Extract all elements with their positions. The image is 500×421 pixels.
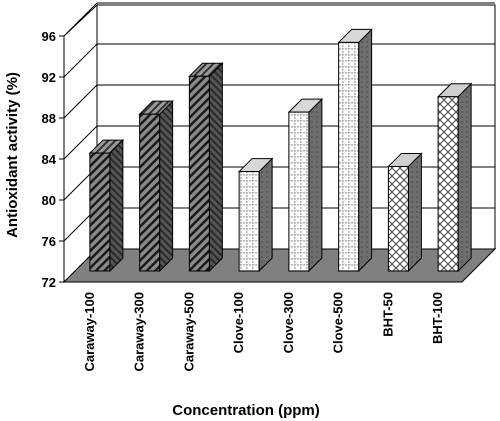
bar-front [288, 111, 310, 272]
x-tick-label: Clove-300 [281, 292, 296, 353]
bar-side [358, 28, 373, 273]
bar-front [139, 113, 161, 272]
bar-front [387, 165, 409, 272]
x-tick-label: Caraway-300 [132, 292, 147, 372]
x-axis-label: Concentration (ppm) [172, 402, 320, 419]
bar-caraway-100 [88, 138, 125, 273]
y-tick-label: 96 [42, 29, 56, 44]
y-tick-label: 84 [42, 152, 57, 167]
y-tick-label: 88 [42, 111, 56, 126]
y-tick-label: 92 [42, 70, 56, 85]
bar-side [308, 97, 323, 273]
bar-side [208, 62, 223, 273]
bar-front [338, 41, 360, 272]
bar-caraway-300 [138, 99, 174, 273]
gridline [63, 2, 495, 37]
bar-front [188, 75, 210, 272]
bar-front [437, 96, 459, 272]
bar-clove-100 [237, 157, 274, 273]
bar-bht-100 [436, 82, 473, 273]
bar-front [238, 171, 260, 272]
x-axis: Caraway-100 Caraway-300 Caraway-500 Clove-1… [64, 281, 462, 372]
y-axis-label: Antioxidant activity (%) [4, 72, 21, 238]
bar-side [109, 138, 124, 273]
bar-clove-500 [337, 28, 373, 273]
bar-caraway-500 [188, 62, 224, 273]
x-tick-label: BHT-50 [380, 292, 395, 337]
x-tick-label: Clove-100 [231, 292, 246, 353]
y-tick-label: 80 [42, 193, 56, 208]
y-axis: 72 76 80 84 88 92 96 [42, 29, 65, 290]
bar-bht-50 [387, 152, 423, 273]
bar-side [159, 99, 174, 273]
x-tick-label: BHT-100 [430, 292, 445, 344]
plot-floor [62, 248, 497, 283]
x-tick-label: Caraway-100 [82, 292, 97, 372]
bar-side [457, 82, 472, 273]
y-tick-label: 72 [42, 275, 56, 290]
bar-side [258, 157, 273, 273]
bars [88, 28, 473, 273]
bar-front [89, 152, 111, 272]
x-tick-label: Caraway-500 [181, 292, 196, 372]
bar-side [407, 152, 422, 273]
bar-clove-300 [287, 97, 324, 273]
x-tick-label: Clove-500 [331, 292, 346, 353]
y-tick-label: 76 [42, 234, 56, 249]
